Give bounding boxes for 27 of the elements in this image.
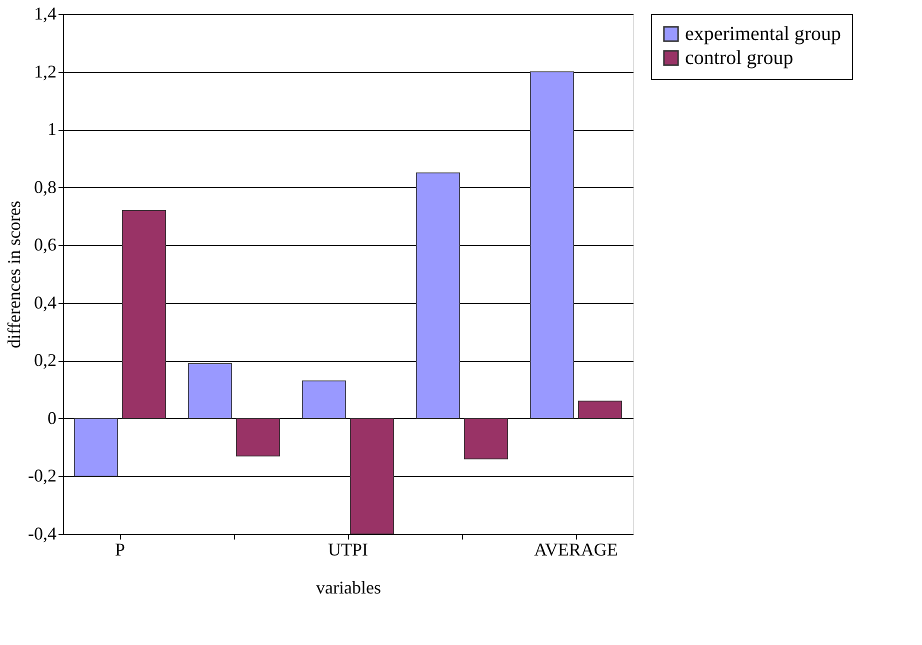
x-tick-label: AVERAGE [534,540,618,560]
y-tick-label: 1 [48,119,56,140]
bar [350,418,394,534]
y-tick-label: -0,2 [28,466,56,486]
bar [302,380,346,419]
bar [122,210,166,419]
bar [74,418,118,477]
bar [578,400,622,419]
y-axis-title: differences in scores [4,200,24,348]
bar [464,418,508,460]
x-axis-title: variables [316,578,381,598]
x-tick-label: P [114,540,126,560]
y-tick-label: 0 [48,408,56,428]
y-tick-label: 0,4 [34,292,56,312]
y-tick-label: 1,4 [34,4,56,24]
bar [188,363,232,419]
bar [236,418,280,456]
y-tick-label: 0,6 [34,234,56,255]
bar [530,71,574,419]
y-tick-label: -0,4 [28,524,56,544]
legend-label: experimental group [685,23,842,45]
x-tick-label: UTPI [328,540,368,560]
legend-label: control group [685,47,794,69]
y-tick-label: 0,8 [34,176,56,197]
bar [416,172,460,419]
y-tick-label: 1,2 [34,61,56,82]
y-tick-label: 0,2 [34,350,56,370]
